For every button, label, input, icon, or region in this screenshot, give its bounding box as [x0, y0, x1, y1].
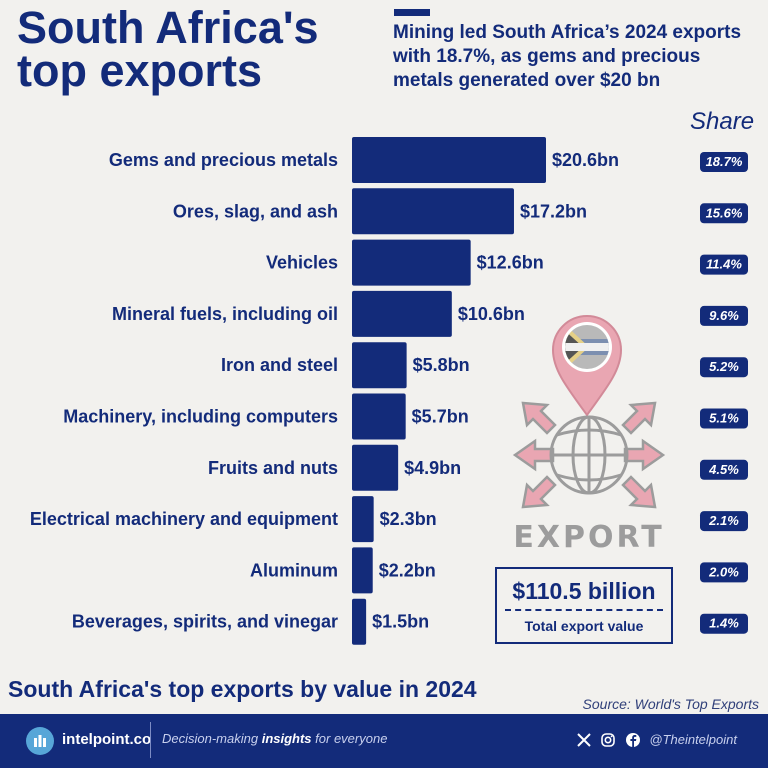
category-label: Machinery, including computers — [63, 407, 338, 427]
bar — [352, 290, 452, 337]
share-column-header: Share — [690, 108, 755, 135]
value-label: $2.3bn — [380, 509, 437, 529]
bar — [352, 188, 514, 235]
chart-caption: South Africa's top exports by value in 2… — [8, 676, 477, 702]
category-label: Beverages, spirits, and vinegar — [72, 612, 338, 632]
total-export-label: Total export value — [524, 618, 644, 634]
value-label: $20.6bn — [552, 150, 619, 170]
source-note: Source: World's Top Exports — [582, 696, 759, 712]
category-label: Iron and steel — [221, 355, 338, 375]
share-badge — [700, 305, 748, 326]
category-label: Ores, slag, and ash — [173, 201, 338, 221]
value-label: $17.2bn — [520, 201, 587, 221]
instagram-icon[interactable] — [600, 732, 616, 748]
category-label: Vehicles — [266, 253, 338, 273]
share-label: 11.4% — [706, 257, 742, 272]
bar — [352, 496, 374, 543]
share-label: 18.7% — [706, 154, 743, 169]
category-label: Aluminum — [250, 560, 338, 580]
facebook-icon[interactable] — [625, 732, 641, 748]
share-badge — [700, 408, 748, 429]
export-graphic-label: EXPORT — [513, 520, 664, 555]
share-label: 5.2% — [709, 359, 739, 374]
value-label: $5.7bn — [412, 407, 469, 427]
bar-chart: Gems and precious metals $20.6bn 18.7% Ores… — [30, 137, 748, 645]
value-label: $10.6bn — [458, 304, 525, 324]
footer-bar: intelpoint.co Decision-making insights f… — [0, 714, 768, 768]
category-label: Fruits and nuts — [208, 458, 338, 478]
social-links: @Theintelpoint — [576, 731, 737, 751]
title-line-2: top exports — [17, 45, 263, 96]
total-export-value: $110.5 billion — [512, 578, 656, 604]
tagline-emphasis: insights — [261, 731, 312, 746]
share-badge — [700, 562, 748, 583]
footer-divider — [150, 722, 151, 758]
share-label: 4.5% — [708, 462, 739, 477]
share-badge — [700, 613, 748, 634]
share-label: 2.1% — [708, 513, 739, 528]
category-label: Electrical machinery and equipment — [30, 509, 338, 529]
bar — [352, 393, 406, 440]
social-handle[interactable]: @Theintelpoint — [649, 732, 737, 748]
total-export-box: $110.5 billion Total export value — [495, 567, 673, 644]
share-badge — [700, 511, 748, 532]
share-badge — [700, 357, 748, 378]
share-badge — [700, 459, 748, 480]
value-label: $2.2bn — [379, 560, 436, 580]
subtitle: Mining led South Africa’s 2024 exports w… — [393, 22, 742, 91]
bar — [352, 137, 546, 183]
share-label: 5.1% — [709, 411, 739, 426]
share-badge — [700, 152, 748, 172]
value-label: $5.8bn — [413, 355, 470, 375]
share-label: 9.6% — [709, 308, 739, 323]
bar — [352, 239, 471, 286]
page-title: South Africa's top exports — [17, 2, 319, 96]
value-label: $12.6bn — [477, 253, 544, 273]
subtitle-accent-bar — [394, 9, 430, 16]
value-label: $4.9bn — [404, 458, 461, 478]
brand-logo-icon — [26, 727, 54, 755]
total-dashed-divider — [505, 609, 663, 611]
value-label: $1.5bn — [372, 612, 429, 632]
share-label: 15.6% — [706, 205, 743, 220]
share-badge — [700, 254, 748, 275]
tagline: Decision-making insights for everyone — [162, 731, 387, 746]
x-twitter-icon[interactable] — [576, 732, 592, 748]
brand-name[interactable]: intelpoint.co — [62, 731, 152, 748]
category-label: Mineral fuels, including oil — [112, 304, 338, 324]
tagline-start: Decision-making — [162, 731, 262, 746]
share-label: 2.0% — [708, 564, 739, 579]
bar — [352, 444, 399, 491]
tagline-end: for everyone — [311, 731, 388, 746]
share-label: 1.4% — [709, 616, 739, 631]
share-badge — [700, 203, 748, 224]
title-line-1: South Africa's — [17, 2, 319, 53]
export-globe-icon: EXPORT — [512, 315, 666, 555]
bar — [352, 598, 367, 645]
bar — [352, 547, 373, 594]
category-label: Gems and precious metals — [109, 150, 338, 170]
bar — [352, 342, 407, 389]
